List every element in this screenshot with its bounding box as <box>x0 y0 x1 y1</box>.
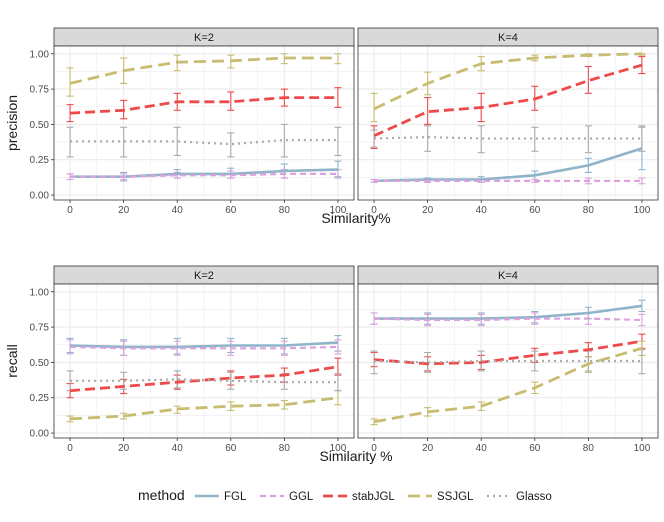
x-tick-label: 20 <box>118 205 130 216</box>
series-line-fgl <box>70 341 338 349</box>
y-tick-label: 0.75 <box>30 85 50 96</box>
x-tick-label: 80 <box>583 443 595 454</box>
series-line-ggl <box>70 345 338 350</box>
x-tick-label: 0 <box>67 205 73 216</box>
series-line-glasso <box>70 378 338 384</box>
y-axis-title-recall: recall <box>4 344 20 377</box>
y-tick-label: 0.50 <box>30 358 50 369</box>
facet-label: K=4 <box>498 270 518 282</box>
x-tick-label: 80 <box>279 443 291 454</box>
x-tick-label: 100 <box>330 443 347 454</box>
y-tick-label: 1.00 <box>30 49 50 60</box>
legend: method FGL GGL stabJGL SSJGL Glasso <box>138 487 552 503</box>
legend-label-stabjgl: stabJGL <box>352 491 395 503</box>
x-tick-label: 40 <box>476 443 488 454</box>
series-line-glasso <box>374 359 642 364</box>
x-tick-label: 100 <box>634 443 651 454</box>
x-tick-label: 40 <box>172 205 184 216</box>
panel-recall-k4: K=4 0 20 40 60 80 100 <box>357 265 659 454</box>
series-line-ssjgl <box>70 396 339 421</box>
legend-title: method <box>138 487 185 503</box>
panel-border <box>53 283 355 439</box>
x-tick-label: 20 <box>118 443 130 454</box>
x-tick-label: 0 <box>67 443 73 454</box>
panel-precision-k2: K=2 0 20 40 60 80 100 0.00 0.25 0.50 0.75 1.00 <box>30 27 355 216</box>
panel-border <box>357 45 659 201</box>
x-tick-label: 60 <box>529 443 541 454</box>
x-axis-title-recall: Similarity % <box>319 448 392 464</box>
panel-precision-k4: K=4 0 20 40 60 80 100 <box>357 27 659 216</box>
panel-recall-k2: K=2 0 20 40 60 80 100 0.00 0.25 0.50 0.75 1.00 <box>30 265 355 454</box>
y-tick-label: 0.75 <box>30 323 50 334</box>
x-tick-label: 0 <box>371 205 377 216</box>
series-line-ggl <box>70 172 338 178</box>
x-tick-label: 80 <box>279 205 291 216</box>
x-tick-label: 0 <box>371 443 377 454</box>
facet-label: K=2 <box>194 270 214 282</box>
y-tick-label: 0.50 <box>30 120 50 131</box>
y-tick-label: 0.00 <box>30 429 50 440</box>
x-tick-label: 80 <box>583 205 595 216</box>
series-line-ssjgl <box>69 56 338 85</box>
series-line-glasso <box>374 135 642 140</box>
x-tick-label: 60 <box>225 443 237 454</box>
x-tick-label: 100 <box>330 205 347 216</box>
series-line-ggl <box>374 317 642 322</box>
series-glasso <box>370 125 646 154</box>
x-tick-label: 60 <box>225 205 237 216</box>
series-ssjgl <box>66 390 342 423</box>
series-line-ssjgl <box>373 346 643 424</box>
legend-label-ssjgl: SSJGL <box>437 491 474 503</box>
series-line-glasso <box>70 138 338 146</box>
series-glasso <box>66 123 342 158</box>
x-axis-title-precision: Similarity% <box>321 210 390 226</box>
x-tick-label: 40 <box>172 443 184 454</box>
y-tick-label: 0.25 <box>30 155 50 166</box>
x-tick-label: 20 <box>422 443 434 454</box>
y-tick-label: 0.25 <box>30 393 50 404</box>
x-tick-label: 100 <box>634 205 651 216</box>
series-line-fgl <box>374 304 643 320</box>
panel-border <box>53 45 355 201</box>
facet-label: K=4 <box>498 32 518 44</box>
series-stabjgl <box>370 56 646 149</box>
x-tick-label: 20 <box>422 205 434 216</box>
x-tick-label: 60 <box>529 205 541 216</box>
facet-label: K=2 <box>194 32 214 44</box>
y-tick-label: 1.00 <box>30 287 50 298</box>
x-tick-label: 40 <box>476 205 488 216</box>
panel-border <box>357 283 659 439</box>
y-tick-label: 0.00 <box>30 191 50 202</box>
legend-label-fgl: FGL <box>224 491 247 503</box>
legend-label-glasso: Glasso <box>516 491 552 503</box>
series-line-fgl <box>374 147 643 183</box>
legend-label-ggl: GGL <box>289 491 314 503</box>
series-line-stabjgl <box>373 63 643 137</box>
series-ggl <box>66 339 342 356</box>
y-axis-title-precision: precision <box>4 95 20 151</box>
